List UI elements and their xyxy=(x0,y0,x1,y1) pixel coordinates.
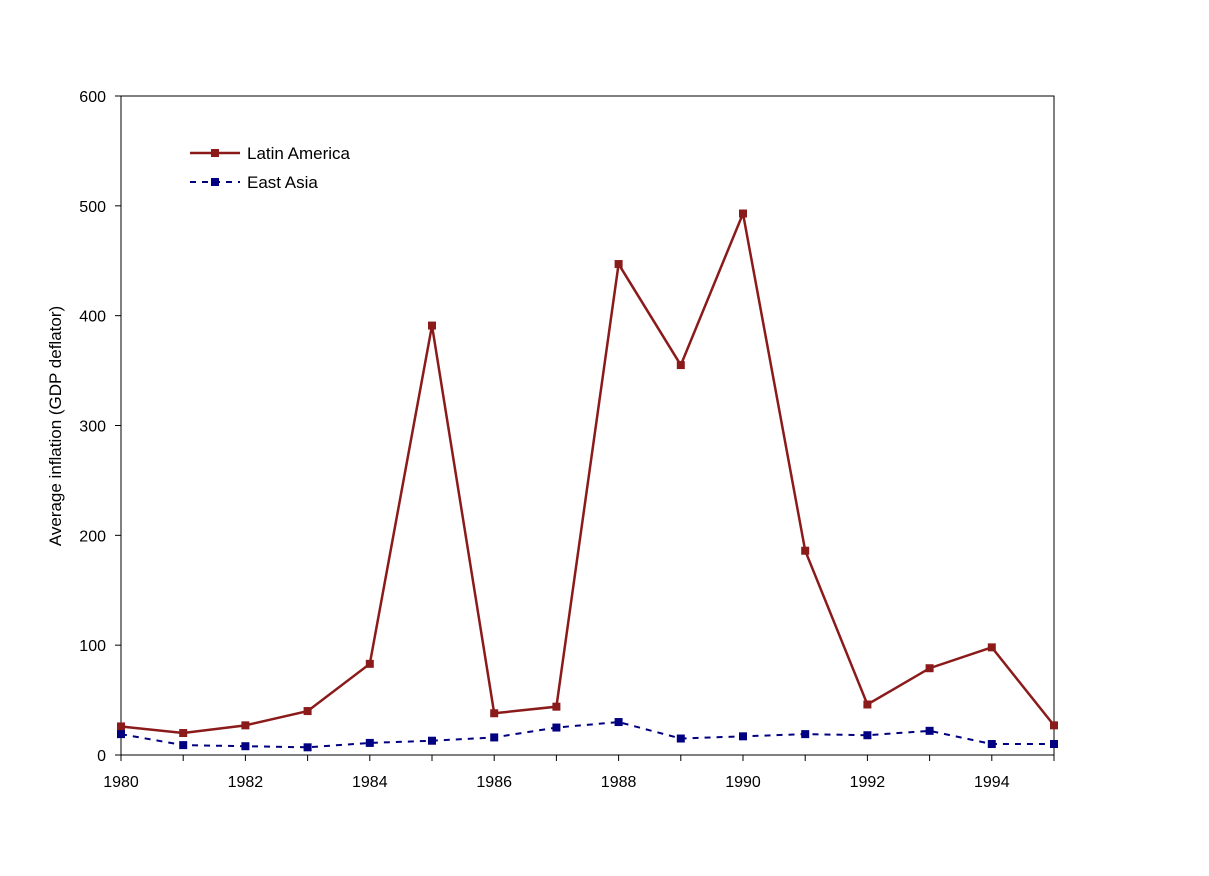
data-point-east-asia xyxy=(490,733,499,742)
series-line-east-asia xyxy=(120,721,1054,749)
data-point-east-asia xyxy=(117,730,125,739)
data-point-latin-america xyxy=(676,361,685,370)
plot-area xyxy=(120,95,1055,756)
y-tick-label: 0 xyxy=(97,748,106,765)
data-point-latin-america xyxy=(614,260,623,269)
legend-swatch-marker-east-asia xyxy=(211,178,219,186)
y-tick-label: 500 xyxy=(79,199,106,216)
legend-label-east-asia: East Asia xyxy=(247,173,318,192)
data-point-latin-america xyxy=(179,729,188,738)
series-line-latin-america xyxy=(120,209,1055,735)
x-tick-label: 1984 xyxy=(352,774,388,791)
data-point-latin-america xyxy=(117,722,125,731)
data-point-east-asia xyxy=(303,743,312,752)
data-point-east-asia xyxy=(179,741,188,750)
data-point-east-asia xyxy=(739,732,747,741)
data-point-latin-america xyxy=(987,643,996,652)
x-tick-label: 1986 xyxy=(476,774,512,791)
y-tick-label: 200 xyxy=(79,528,106,545)
data-point-east-asia xyxy=(241,742,250,751)
data-point-latin-america xyxy=(925,664,934,673)
data-point-latin-america xyxy=(863,700,872,709)
x-tick-label: 1982 xyxy=(228,774,264,791)
y-axis: 0 100 200 300 400 500 600 xyxy=(79,89,121,765)
data-point-latin-america xyxy=(490,709,499,718)
data-point-east-asia xyxy=(428,736,436,745)
legend-swatch-marker-latin-america xyxy=(211,149,219,157)
x-tick-label: 1988 xyxy=(601,774,637,791)
y-tick-label: 300 xyxy=(79,419,106,436)
data-point-latin-america xyxy=(241,721,250,730)
y-axis-title: Average inflation (GDP deflator) xyxy=(46,306,65,546)
data-point-east-asia xyxy=(552,723,561,732)
data-point-latin-america xyxy=(303,707,312,716)
legend-label-latin-america: Latin America xyxy=(247,144,351,163)
x-tick-label: 1992 xyxy=(850,774,886,791)
x-tick-label: 1994 xyxy=(974,774,1010,791)
y-tick-label: 100 xyxy=(79,638,106,655)
data-point-latin-america xyxy=(801,546,810,555)
data-point-latin-america xyxy=(428,321,436,330)
data-point-east-asia xyxy=(801,730,810,739)
x-axis: 1980 1982 1984 1986 1988 1990 1992 1994 xyxy=(103,755,1055,791)
data-point-east-asia xyxy=(365,738,374,747)
data-point-latin-america xyxy=(365,659,374,668)
data-point-east-asia xyxy=(1050,740,1058,749)
data-point-east-asia xyxy=(863,731,872,740)
y-tick-label: 600 xyxy=(79,89,106,106)
data-point-latin-america xyxy=(552,702,561,711)
data-point-east-asia xyxy=(987,740,996,749)
data-point-east-asia xyxy=(614,718,623,727)
data-point-east-asia xyxy=(676,734,685,743)
data-point-latin-america xyxy=(1050,721,1058,730)
data-point-latin-america xyxy=(739,209,747,218)
legend: Latin America East Asia xyxy=(190,144,351,192)
series-layer xyxy=(117,209,1058,752)
data-point-east-asia xyxy=(925,726,934,735)
x-tick-label: 1990 xyxy=(725,774,761,791)
y-tick-label: 400 xyxy=(79,309,106,326)
x-tick-label: 1980 xyxy=(103,774,139,791)
